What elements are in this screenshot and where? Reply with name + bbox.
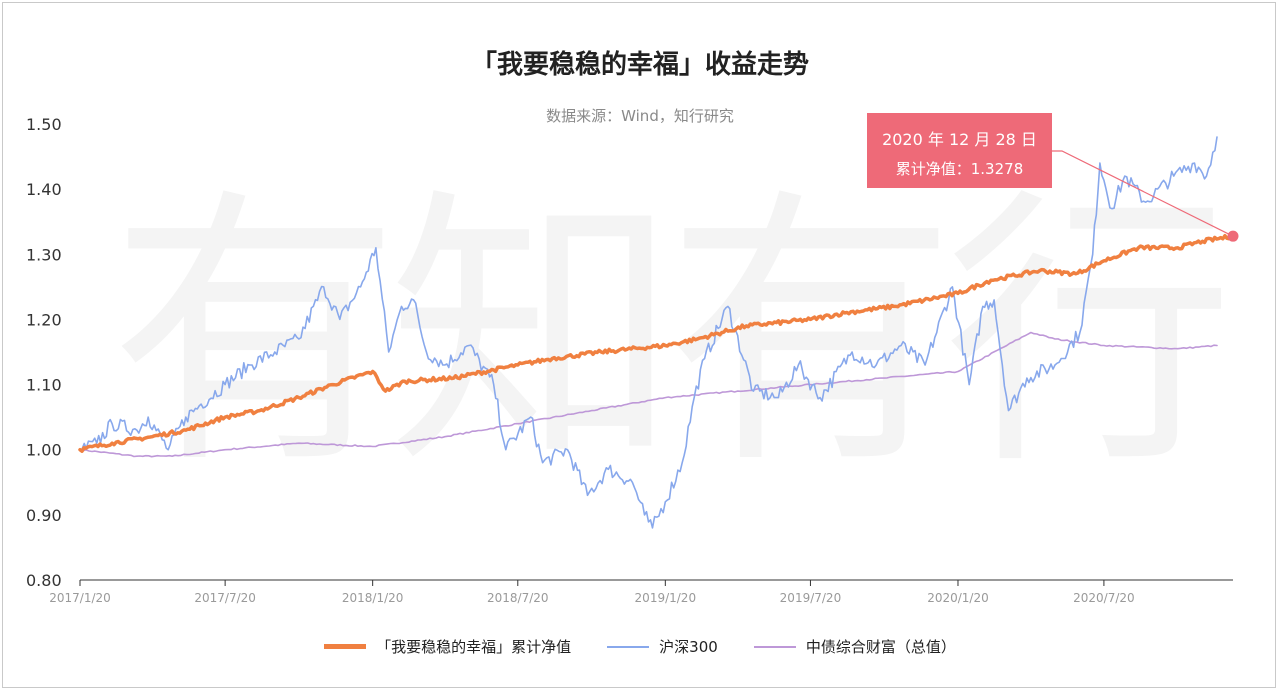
x-tick-label: 2017/7/20 (194, 591, 256, 605)
legend-label-fund: 「我要稳稳的幸福」累计净值 (376, 638, 572, 656)
legend-item-hs300[interactable]: 沪深300 (607, 636, 718, 657)
y-axis: 0.80 0.90 1.00 1.10 1.20 1.30 1.40 1.50 (26, 115, 62, 590)
x-tick-label: 2018/7/20 (487, 591, 549, 605)
annotation-value: 累计净值：1.3278 (895, 160, 1024, 178)
annotation-date: 2020 年 12 月 28 日 (882, 130, 1037, 149)
legend-item-bond[interactable]: 中债综合财富（总值） (753, 636, 956, 657)
legend-label-bond: 中债综合财富（总值） (805, 638, 956, 656)
y-tick-label: 1.10 (26, 376, 62, 395)
line-bond-index (79, 331, 1218, 458)
annotation-marks (1052, 150, 1239, 242)
annotation-callout: 2020 年 12 月 28 日 累计净值：1.3278 (867, 113, 1052, 188)
legend-swatch-hs300 (607, 645, 650, 648)
y-tick-label: 1.30 (26, 245, 62, 264)
y-tick-label: 0.80 (26, 571, 62, 590)
x-tick-label: 2019/1/20 (635, 591, 697, 605)
legend-item-fund[interactable]: 「我要稳稳的幸福」累计净值 (324, 636, 571, 657)
y-tick-label: 1.50 (26, 115, 62, 134)
watermark-text: 有知有行 (110, 166, 1234, 503)
legend-label-hs300: 沪深300 (659, 638, 718, 656)
y-tick-label: 1.40 (26, 180, 62, 199)
annotation-leader-line (1052, 150, 1234, 237)
x-axis: 2017/1/20 2017/7/20 2018/1/20 2018/7/20 2019… (49, 579, 1233, 605)
line-fund-nav (78, 233, 1235, 453)
y-tick-label: 0.90 (26, 506, 62, 525)
y-tick-label: 1.20 (26, 310, 62, 329)
legend-swatch-bond (753, 645, 796, 648)
annotation-endpoint-marker (1227, 230, 1239, 242)
legend: 「我要稳稳的幸福」累计净值 沪深300 中债综合财富（总值） (0, 636, 1280, 657)
chart-source: 数据来源：Wind，知行研究 (546, 107, 734, 125)
chart-title: 「我要稳稳的幸福」收益走势 (470, 50, 809, 80)
x-tick-label: 2017/1/20 (49, 591, 111, 605)
series-lines (78, 136, 1235, 529)
line-hs300 (79, 136, 1218, 529)
legend-swatch-fund (324, 644, 367, 649)
x-tick-label: 2020/1/20 (927, 591, 989, 605)
y-tick-label: 1.00 (26, 441, 62, 460)
x-tick-label: 2019/7/20 (780, 591, 842, 605)
x-tick-label: 2018/1/20 (342, 591, 404, 605)
x-tick-label: 2020/7/20 (1073, 591, 1135, 605)
